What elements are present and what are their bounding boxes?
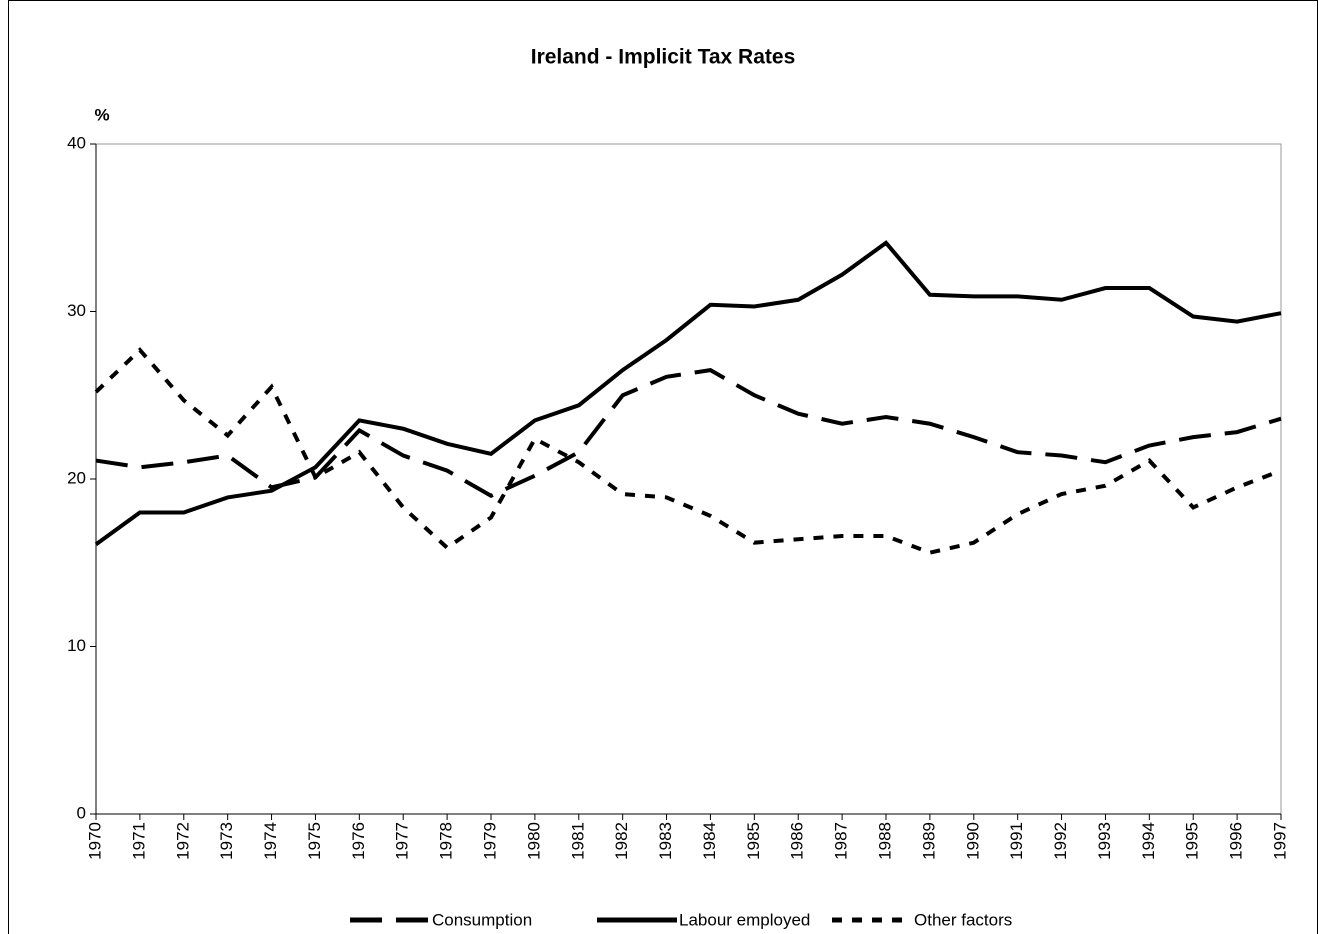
series-line	[95, 368, 1282, 498]
x-tick-label: 1976	[349, 822, 368, 860]
chart-title: Ireland - Implicit Tax Rates	[531, 46, 796, 69]
plot-area	[95, 143, 1282, 815]
y-tick-label: 10	[67, 636, 86, 655]
series-line	[94, 347, 1282, 555]
legend-label: Consumption	[432, 910, 532, 929]
x-tick-label: 1980	[524, 822, 543, 860]
x-tick-label: 1977	[393, 822, 412, 860]
x-tick-label: 1996	[1227, 822, 1246, 860]
x-tick-label: 1972	[173, 822, 192, 860]
y-tick-label: 30	[67, 301, 86, 320]
x-tick-label: 1987	[832, 822, 851, 860]
x-tick-label: 1989	[919, 822, 938, 860]
x-tick-label: 1979	[480, 822, 499, 860]
x-tick-label: 1992	[1051, 822, 1070, 860]
legend-label: Other factors	[914, 910, 1012, 929]
x-tick-label: 1970	[85, 822, 104, 860]
y-tick-label: 20	[67, 468, 86, 487]
x-tick-label: 1988	[875, 822, 894, 860]
x-tick-label: 1981	[568, 822, 587, 860]
x-tick-label: 1991	[1007, 822, 1026, 860]
x-tick-label: 1997	[1270, 822, 1289, 860]
y-axis-label: %	[94, 105, 109, 124]
chart-frame	[8, 0, 1318, 934]
x-tick-label: 1978	[437, 822, 456, 860]
y-tick-label: 0	[77, 803, 86, 822]
x-tick-label: 1971	[129, 822, 148, 860]
x-tick-label: 1974	[261, 822, 280, 860]
x-tick-label: 1973	[217, 822, 236, 860]
series-line	[94, 240, 1282, 546]
y-tick-label: 40	[67, 133, 86, 152]
x-tick-label: 1975	[305, 822, 324, 860]
x-tick-label: 1983	[656, 822, 675, 860]
x-tick-label: 1995	[1183, 822, 1202, 860]
x-tick-label: 1985	[744, 822, 763, 860]
x-tick-label: 1982	[612, 822, 631, 860]
x-tick-label: 1994	[1139, 822, 1158, 860]
x-tick-label: 1986	[788, 822, 807, 860]
x-tick-label: 1984	[700, 822, 719, 860]
legend-label: Labour employed	[679, 910, 810, 929]
x-tick-label: 1993	[1095, 822, 1114, 860]
x-tick-label: 1990	[963, 822, 982, 860]
